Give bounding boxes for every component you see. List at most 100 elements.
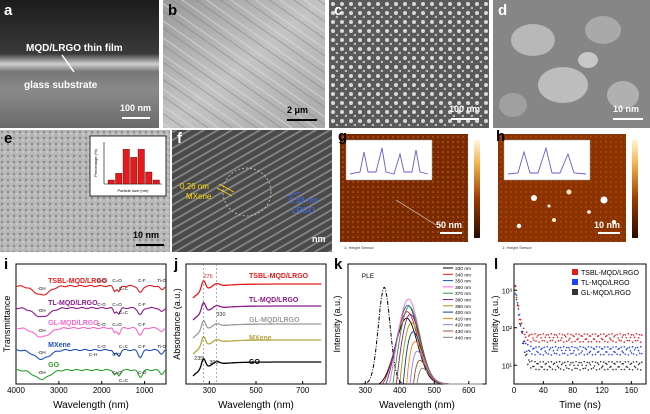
data-point bbox=[549, 366, 552, 369]
data-point bbox=[547, 334, 550, 336]
scale-bar bbox=[122, 117, 150, 119]
data-point bbox=[628, 339, 631, 342]
data-point bbox=[621, 336, 624, 338]
data-point bbox=[632, 361, 635, 363]
data-point bbox=[606, 334, 608, 337]
data-point bbox=[614, 363, 616, 365]
data-point bbox=[559, 339, 562, 342]
data-point bbox=[562, 369, 565, 371]
data-point bbox=[514, 293, 517, 295]
data-point bbox=[568, 367, 570, 370]
data-point bbox=[535, 368, 537, 371]
data-point bbox=[606, 363, 608, 366]
panel-label: k bbox=[334, 256, 343, 273]
peak-annotation: 300 bbox=[209, 360, 218, 366]
data-point bbox=[572, 352, 574, 354]
data-point bbox=[528, 335, 530, 337]
data-point bbox=[594, 333, 597, 335]
data-point bbox=[614, 351, 616, 354]
data-point bbox=[524, 342, 527, 345]
legend-label: 380 nm bbox=[455, 298, 471, 304]
data-point bbox=[539, 361, 541, 363]
series-line bbox=[413, 359, 483, 385]
data-point bbox=[517, 308, 520, 310]
data-point bbox=[616, 333, 618, 336]
data-point bbox=[602, 333, 605, 335]
data-point bbox=[601, 338, 604, 341]
data-point bbox=[622, 351, 625, 354]
peak-annotation: -OH bbox=[37, 286, 45, 291]
y-axis-label: Transmittance bbox=[2, 296, 12, 353]
histogram-bar bbox=[122, 149, 130, 185]
data-point bbox=[626, 339, 629, 342]
data-point bbox=[553, 333, 556, 336]
data-point bbox=[577, 348, 579, 351]
data-point bbox=[567, 333, 569, 335]
mxene-name: MXene bbox=[186, 192, 212, 201]
data-point bbox=[567, 354, 569, 356]
peak-annotation: C-O bbox=[138, 370, 147, 375]
data-point bbox=[608, 360, 610, 363]
scale-bar-label: 10 nm bbox=[594, 220, 621, 230]
data-point bbox=[623, 368, 626, 371]
legend-label: TSBL-MQD/LRGO bbox=[581, 270, 640, 277]
panel-c-image bbox=[329, 0, 489, 128]
data-point bbox=[570, 333, 572, 336]
data-point bbox=[573, 349, 575, 352]
data-point bbox=[530, 345, 532, 348]
data-point bbox=[590, 346, 593, 348]
data-point bbox=[548, 336, 551, 339]
peak-annotation: 330 bbox=[216, 312, 225, 318]
data-point bbox=[560, 349, 563, 352]
series-line bbox=[192, 335, 322, 355]
data-point bbox=[547, 353, 550, 355]
data-point bbox=[532, 337, 534, 339]
data-point bbox=[602, 353, 605, 356]
y-axis-label: Intensity (a.u.) bbox=[490, 295, 500, 352]
data-point bbox=[599, 333, 602, 336]
data-point bbox=[601, 348, 604, 350]
data-point bbox=[615, 346, 617, 348]
histogram-bar bbox=[130, 157, 138, 185]
data-point bbox=[582, 346, 585, 349]
x-axis-label: Time (ns) bbox=[559, 400, 601, 411]
data-point bbox=[523, 351, 526, 354]
substrate-label: glass substrate bbox=[24, 80, 98, 91]
data-point bbox=[550, 333, 553, 335]
data-point bbox=[543, 340, 546, 342]
y-axis-label: Intensity (a.u.) bbox=[332, 295, 342, 352]
data-point bbox=[537, 362, 539, 365]
data-point bbox=[541, 366, 543, 368]
peak-annotation: C-H bbox=[89, 352, 97, 357]
data-point bbox=[591, 360, 594, 363]
data-point bbox=[568, 346, 570, 349]
panel-label: c bbox=[334, 2, 343, 19]
data-point bbox=[586, 361, 589, 364]
data-point bbox=[599, 353, 602, 356]
peak-annotation: C=O bbox=[112, 302, 122, 307]
data-point bbox=[553, 362, 556, 365]
data-point bbox=[640, 352, 643, 355]
series-line bbox=[15, 284, 167, 296]
data-point bbox=[610, 347, 612, 350]
data-point bbox=[574, 346, 576, 349]
x-tick-label: 700 bbox=[296, 386, 310, 395]
data-point bbox=[617, 337, 619, 339]
data-point bbox=[549, 347, 552, 349]
panel-label: d bbox=[498, 2, 508, 19]
legend-label: TSBL-MQD/LRGO bbox=[48, 278, 108, 285]
panel-h: 1: Height Sensor h 10 nm bbox=[494, 130, 650, 252]
data-point bbox=[570, 361, 572, 364]
x-tick-label: 4000 bbox=[7, 386, 25, 395]
peak-annotation: Ti-O bbox=[157, 344, 166, 349]
data-point bbox=[538, 341, 540, 343]
x-tick-label: 120 bbox=[595, 386, 609, 395]
panel-label: e bbox=[4, 130, 13, 147]
data-point bbox=[589, 364, 592, 366]
data-point bbox=[514, 284, 517, 287]
data-point bbox=[631, 368, 634, 371]
legend-label: GL-MQD/LRGO bbox=[581, 290, 631, 297]
data-point bbox=[574, 340, 576, 343]
legend-swatch bbox=[572, 269, 578, 275]
data-point bbox=[624, 361, 627, 363]
